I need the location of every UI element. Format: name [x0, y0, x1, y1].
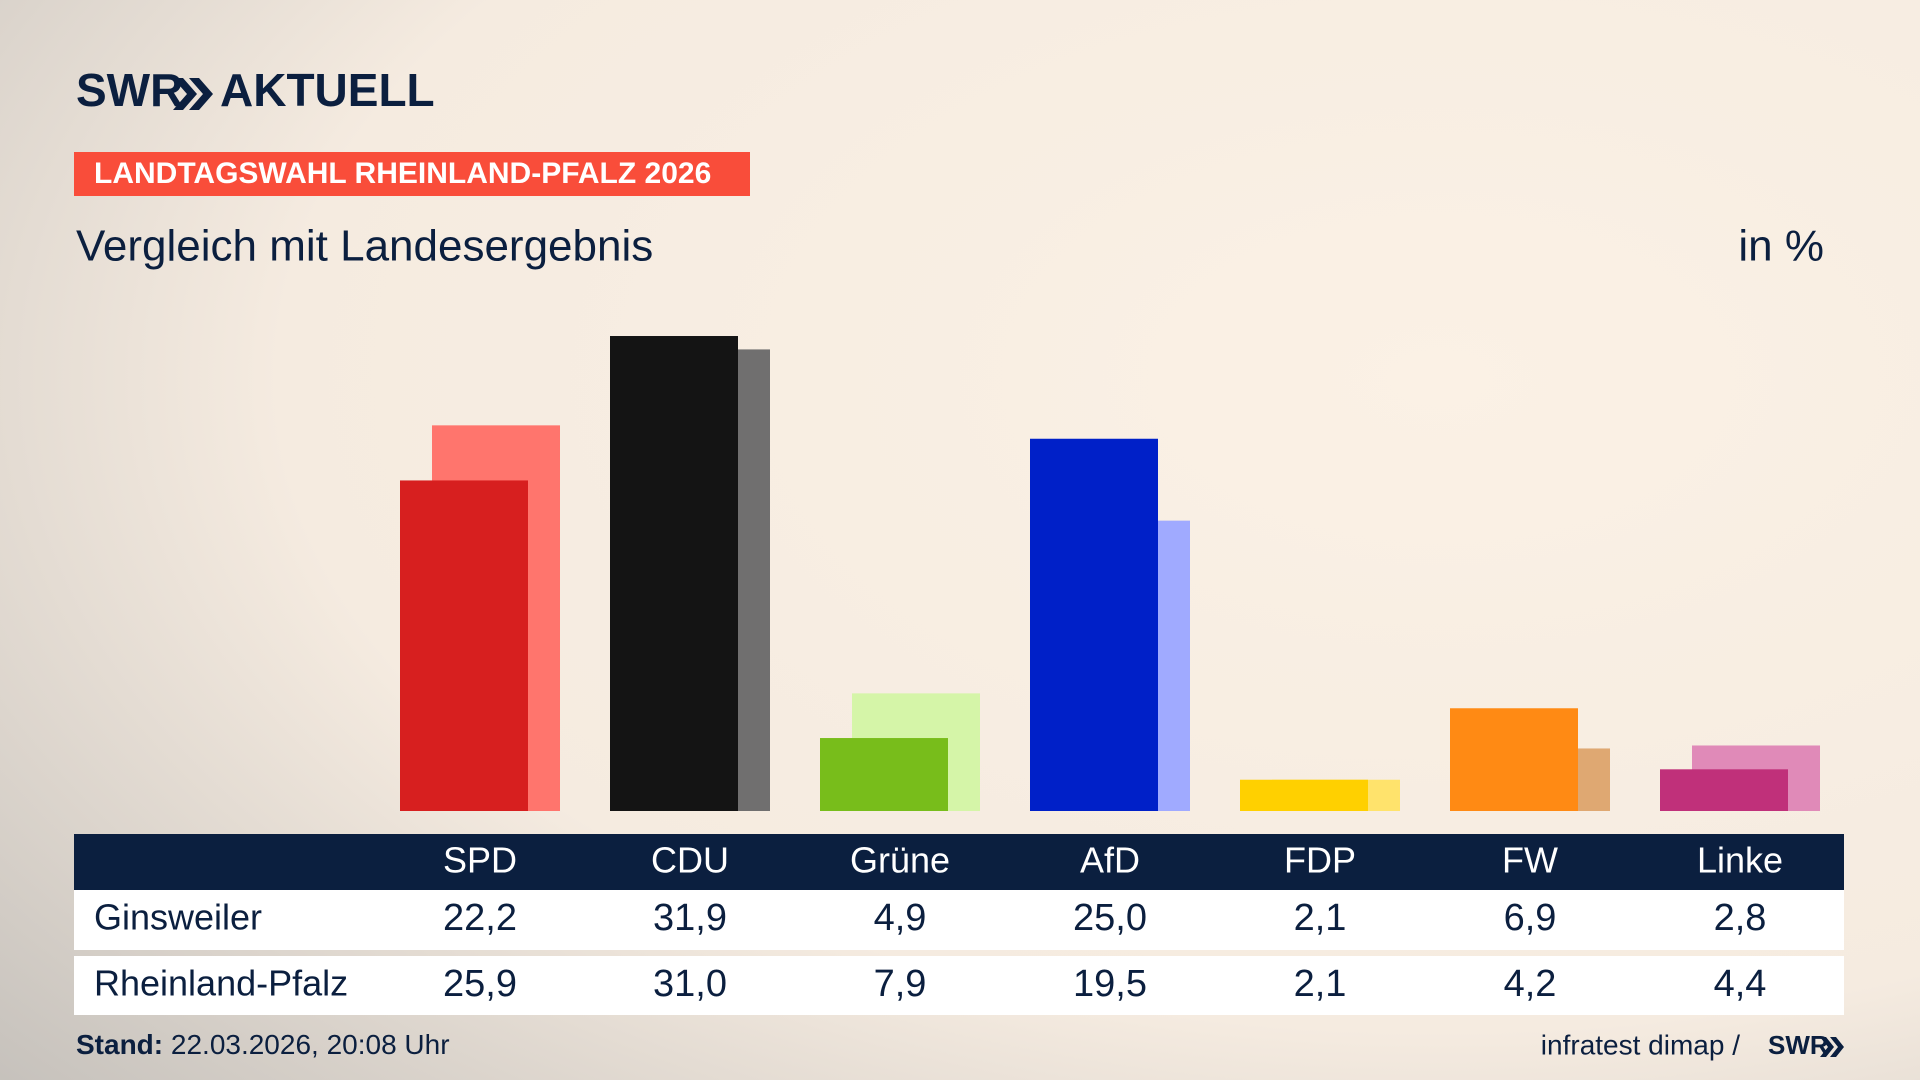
stand: 22.03.2026, 20:08 Uhr: [171, 1029, 450, 1060]
bar: [1660, 769, 1788, 811]
value-label: 19,5: [1073, 963, 1147, 1005]
value-label: 2,1: [1294, 897, 1347, 939]
table-row: [74, 956, 1844, 1015]
footer-stand: Stand: 22.03.2026, 20:08 Uhr: [76, 1029, 450, 1060]
value-label: 31,0: [653, 963, 727, 1005]
column-header: CDU: [651, 840, 729, 881]
bar: [820, 738, 948, 811]
source: infratest dimap /: [1541, 1029, 1740, 1060]
value-label: 22,2: [443, 897, 517, 939]
value-label: 2,1: [1294, 963, 1347, 1005]
row-label: Rheinland-Pfalz: [94, 963, 348, 1004]
tag-box: [74, 152, 750, 196]
row-label: Ginsweiler: [94, 897, 262, 938]
footer-chevrons: [1820, 1037, 1844, 1057]
value-label: 25,9: [443, 963, 517, 1005]
brand: SWR: [76, 64, 183, 116]
bar: [610, 336, 738, 811]
value-label: 31,9: [653, 897, 727, 939]
bar: [400, 480, 528, 811]
table-row: [74, 890, 1844, 950]
tag: LANDTAGSWAHL RHEINLAND-PFALZ 2026: [94, 157, 711, 190]
brand-suffix: AKTUELL: [220, 64, 435, 116]
column-header: SPD: [443, 840, 517, 881]
footer-brand: SWR: [1768, 1030, 1829, 1060]
table-header: [74, 834, 1844, 890]
bar: [1450, 708, 1578, 811]
value-label: 7,9: [874, 963, 927, 1005]
column-header: Linke: [1697, 840, 1783, 881]
unit: in %: [1738, 222, 1824, 271]
value-label: 6,9: [1504, 897, 1557, 939]
value-label: 4,4: [1714, 963, 1767, 1005]
chart-title: Vergleich mit Landesergebnis: [76, 222, 653, 271]
bar: [1240, 779, 1368, 811]
bar: [1030, 438, 1158, 811]
brand-chevrons: [173, 78, 213, 110]
value-label: 25,0: [1073, 897, 1147, 939]
stand-label: Stand:: [76, 1029, 163, 1060]
value-label: 4,2: [1504, 963, 1557, 1005]
column-header: AfD: [1080, 840, 1140, 881]
column-header: FDP: [1284, 840, 1356, 881]
column-header: FW: [1502, 840, 1558, 881]
column-header: Grüne: [850, 840, 950, 881]
value-label: 4,9: [874, 897, 927, 939]
value-label: 2,8: [1714, 897, 1767, 939]
